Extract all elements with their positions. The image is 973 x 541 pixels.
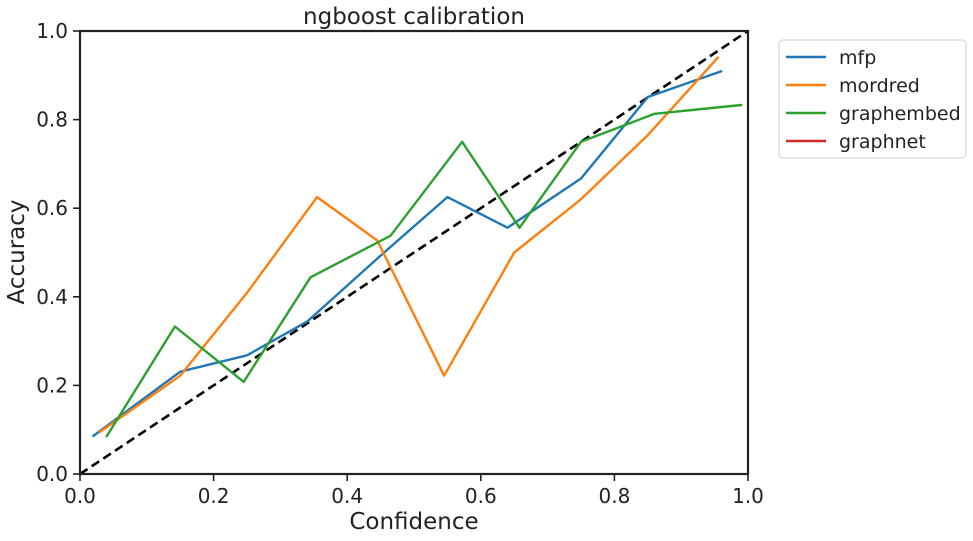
series-line-mordred bbox=[98, 56, 720, 434]
series-line-mfp bbox=[92, 70, 723, 438]
x-tick-label: 0.0 bbox=[64, 484, 96, 508]
series-layer bbox=[92, 56, 743, 438]
legend-label-graphembed: graphembed bbox=[839, 103, 961, 125]
reference-layer bbox=[79, 29, 749, 476]
chart-title: ngboost calibration bbox=[303, 4, 525, 30]
y-tick-label: 0.4 bbox=[36, 285, 68, 309]
legend-box bbox=[778, 39, 967, 159]
y-tick-label: 0.2 bbox=[36, 373, 68, 397]
x-tick-label: 0.4 bbox=[331, 484, 363, 508]
y-axis: 0.0 0.2 0.4 0.6 0.8 1.0 bbox=[36, 19, 80, 486]
series-line-graphembed bbox=[105, 103, 743, 438]
x-tick-label: 0.8 bbox=[598, 484, 630, 508]
legend: mfp mordred graphembed graphnet bbox=[778, 39, 967, 159]
x-tick-label: 0.6 bbox=[465, 484, 497, 508]
y-axis-label: Accuracy bbox=[4, 199, 30, 304]
plot-area bbox=[79, 29, 749, 476]
y-tick-label: 0.0 bbox=[36, 462, 68, 486]
perfect-calibration-line bbox=[79, 29, 749, 476]
legend-label-mordred: mordred bbox=[839, 75, 920, 97]
y-tick-label: 0.6 bbox=[36, 196, 68, 220]
x-axis: 0.0 0.2 0.4 0.6 0.8 1.0 bbox=[64, 474, 764, 508]
y-tick-label: 1.0 bbox=[36, 19, 68, 43]
x-tick-label: 1.0 bbox=[732, 484, 764, 508]
x-axis-label: Confidence bbox=[349, 509, 478, 535]
y-tick-label: 0.8 bbox=[36, 108, 68, 132]
x-tick-label: 0.2 bbox=[198, 484, 230, 508]
plot-frame bbox=[78, 29, 750, 476]
legend-label-graphnet: graphnet bbox=[839, 131, 926, 153]
legend-label-mfp: mfp bbox=[839, 47, 876, 69]
